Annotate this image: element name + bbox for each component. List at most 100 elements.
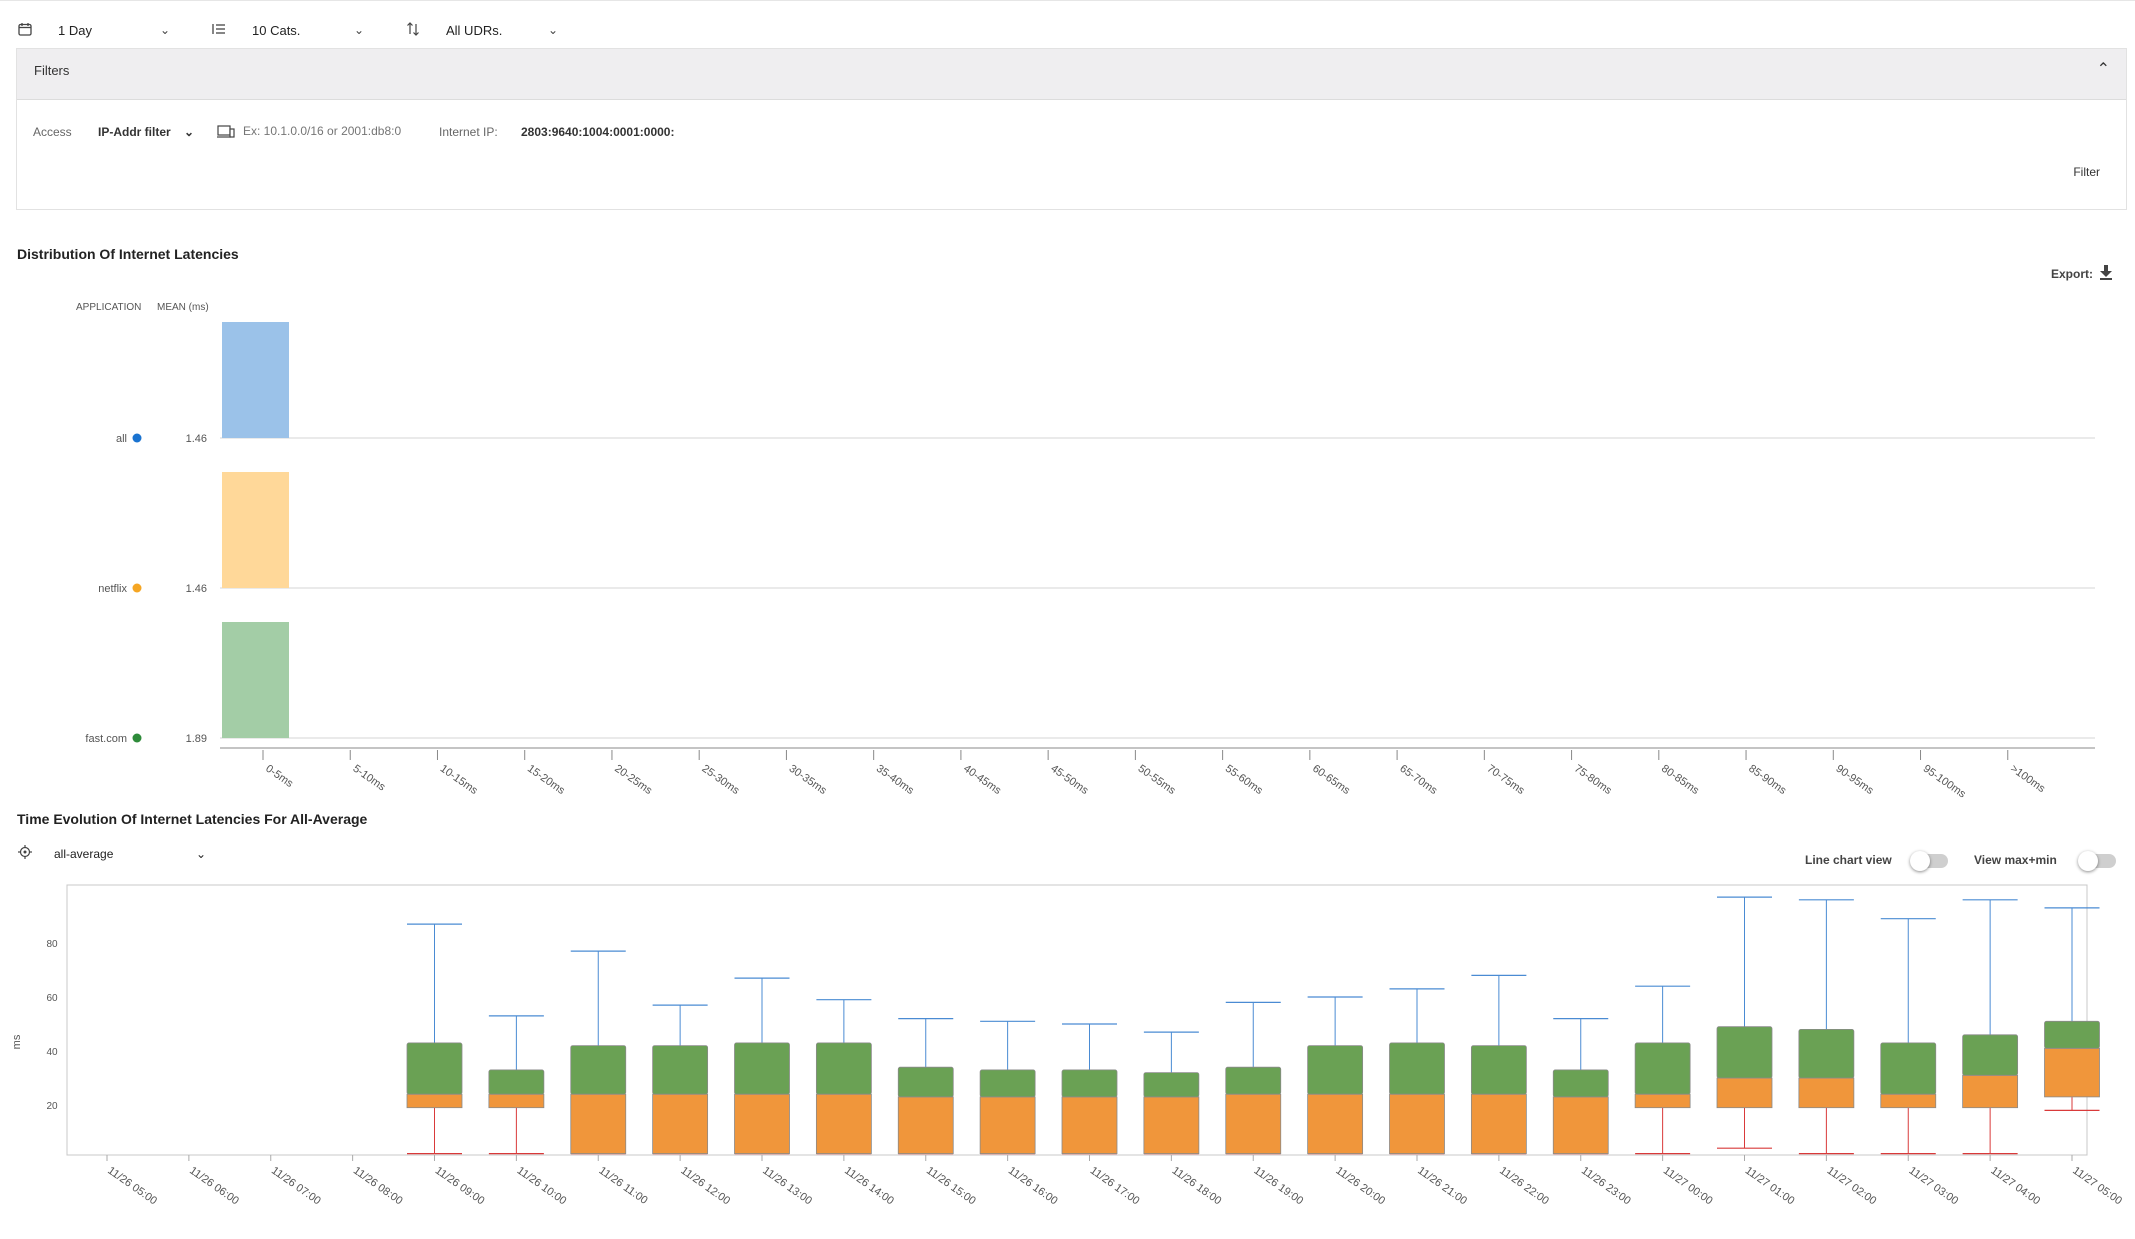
box-item[interactable] [734, 977, 790, 1155]
box-upper [1307, 1045, 1364, 1095]
box-upper [1552, 1069, 1609, 1098]
box-item[interactable] [1552, 1018, 1609, 1155]
internet-ip-value: 2803:9640:1004:0001:0000: [521, 125, 675, 139]
histogram-bar[interactable] [222, 322, 289, 438]
box-item[interactable] [1634, 985, 1691, 1155]
box-item[interactable] [1307, 996, 1364, 1155]
device-icon [217, 125, 235, 142]
chevron-down-icon: ⌄ [548, 23, 559, 37]
box-lower [2044, 1047, 2100, 1098]
chevron-down-icon: ⌄ [354, 23, 365, 37]
filter-button[interactable]: Filter [2073, 165, 2100, 179]
box-item[interactable] [1389, 988, 1445, 1155]
access-label: Access [33, 125, 72, 139]
box-item[interactable] [815, 999, 872, 1155]
box-item[interactable] [1225, 1001, 1282, 1155]
box-lower [897, 1096, 954, 1154]
box-lower [652, 1093, 709, 1154]
box-upper [488, 1069, 545, 1095]
export-label: Export: [2051, 266, 2093, 281]
application-label: fast.com [85, 733, 127, 745]
x-tick-label: 11/26 07:00 [269, 1165, 323, 1208]
series-select[interactable]: all-average ⌄ [18, 845, 208, 862]
box-lower [488, 1093, 545, 1109]
top-toolbar: 1 Day ⌄ 10 Cats. ⌄ All UDRs. ⌄ [0, 0, 2135, 47]
box-upper [1716, 1026, 1773, 1079]
view-maxmin-label: View max+min [1974, 853, 2057, 867]
ip-filter-select[interactable]: IP-Addr filter ⌄ [98, 125, 194, 139]
box-item[interactable] [1143, 1031, 1200, 1155]
box-lower [1389, 1093, 1445, 1154]
box-lower [1798, 1077, 1855, 1109]
series-dot-icon [132, 433, 142, 443]
box-upper [1470, 1045, 1527, 1095]
box-item[interactable] [570, 950, 627, 1155]
box-item[interactable] [897, 1018, 954, 1155]
period-select[interactable]: 1 Day ⌄ [18, 19, 178, 41]
box-item[interactable] [979, 1020, 1036, 1155]
udrs-select[interactable]: All UDRs. ⌄ [406, 19, 566, 41]
chevron-up-icon[interactable]: ⌃ [2096, 61, 2110, 78]
box-upper [734, 1042, 790, 1095]
box-lower [1880, 1093, 1937, 1109]
series-dot-icon [132, 583, 142, 593]
ip-address-input[interactable] [243, 121, 413, 141]
export-button[interactable]: Export: [2051, 264, 2113, 283]
box-upper [1962, 1034, 2019, 1076]
x-tick-label: 40-45ms [961, 763, 1003, 798]
col-mean-header: MEAN (ms) [157, 302, 209, 313]
box-upper [1880, 1042, 1937, 1095]
box-item[interactable] [1798, 899, 1855, 1155]
mean-value: 1.89 [186, 733, 207, 745]
chevron-down-icon: ⌄ [196, 846, 207, 861]
x-tick-label: 11/26 15:00 [924, 1165, 978, 1208]
x-tick-label: 15-20ms [525, 763, 567, 798]
histogram-bar[interactable] [222, 622, 289, 738]
box-item[interactable] [1470, 974, 1527, 1155]
box-upper [652, 1045, 709, 1095]
series-dot-icon [132, 733, 142, 743]
x-tick-label: 5-10ms [351, 763, 388, 794]
x-tick-label: 20-25ms [612, 763, 654, 798]
x-tick-label: 75-80ms [1572, 763, 1614, 798]
box-item[interactable] [1880, 918, 1937, 1155]
x-tick-label: 55-60ms [1223, 763, 1265, 798]
box-item[interactable] [1061, 1023, 1118, 1155]
x-tick-label: 11/27 02:00 [1825, 1165, 1879, 1208]
x-tick-label: 65-70ms [1397, 763, 1439, 798]
target-icon [18, 845, 32, 862]
box-item[interactable] [2044, 907, 2100, 1111]
x-tick-label: 11/26 05:00 [105, 1165, 159, 1208]
x-tick-label: 80-85ms [1659, 763, 1701, 798]
line-chart-toggle[interactable] [1910, 851, 1948, 871]
x-tick-label: 11/26 18:00 [1170, 1165, 1224, 1208]
x-tick-label: 11/27 03:00 [1907, 1165, 1961, 1208]
mean-value: 1.46 [186, 583, 207, 595]
box-item[interactable] [1962, 899, 2019, 1155]
distribution-title: Distribution Of Internet Latencies [17, 246, 239, 262]
list-icon [212, 22, 232, 39]
box-lower [1143, 1096, 1200, 1154]
box-upper [897, 1066, 954, 1098]
x-tick-label: 11/26 23:00 [1579, 1165, 1633, 1208]
view-maxmin-toggle[interactable] [2078, 851, 2116, 871]
x-tick-label: 90-95ms [1834, 763, 1876, 798]
sort-arrows-icon [406, 21, 426, 39]
box-item[interactable] [406, 923, 463, 1155]
x-tick-label: 11/26 12:00 [678, 1165, 732, 1208]
box-item[interactable] [1716, 896, 1773, 1149]
x-tick-label: 11/27 04:00 [1988, 1165, 2042, 1208]
box-item[interactable] [488, 1015, 545, 1155]
box-lower [1962, 1074, 2019, 1109]
histogram-bar[interactable] [222, 472, 289, 588]
x-tick-label: 11/26 16:00 [1006, 1165, 1060, 1208]
box-lower [1716, 1077, 1773, 1109]
box-plot-chart: ms 20 40 60 80 11/26 05:00 11/26 06:00 11/26 … [11, 884, 2124, 1208]
filters-header[interactable]: Filters ⌃ [17, 49, 2126, 100]
x-tick-label: 11/26 08:00 [351, 1165, 405, 1208]
line-chart-label: Line chart view [1805, 853, 1892, 867]
distribution-row: all 1.46 [116, 322, 2095, 445]
box-item[interactable] [652, 1004, 709, 1155]
x-tick-label: 11/26 09:00 [433, 1165, 487, 1208]
categories-select[interactable]: 10 Cats. ⌄ [212, 19, 372, 41]
